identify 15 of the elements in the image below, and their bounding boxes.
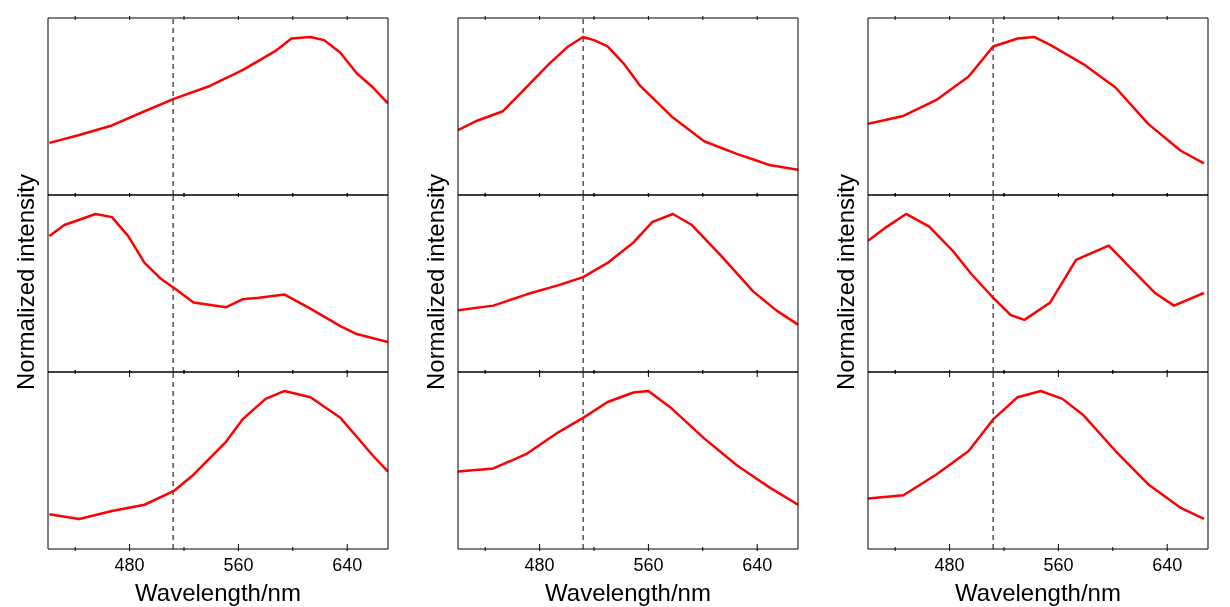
x-tick-label: 640 [332, 555, 363, 575]
x-tick-label: 480 [524, 555, 555, 575]
x-tick-label: 480 [934, 555, 965, 575]
x-tick-label: 480 [114, 555, 145, 575]
x-axis-title: Wavelength/nm [954, 579, 1122, 607]
x-axis-title: Wavelength/nm [134, 579, 302, 607]
x-tick-label: 640 [1152, 555, 1183, 575]
x-tick-label: 560 [633, 555, 664, 575]
x-tick-label: 560 [223, 555, 254, 575]
y-axis-title: Normalized intensity [832, 173, 860, 390]
y-axis-title: Normalized intensity [12, 173, 40, 390]
x-tick-label: 640 [742, 555, 773, 575]
x-axis-title: Wavelength/nm [544, 579, 712, 607]
x-tick-label: 560 [1043, 555, 1074, 575]
y-axis-title: Normalized intensity [422, 173, 450, 390]
